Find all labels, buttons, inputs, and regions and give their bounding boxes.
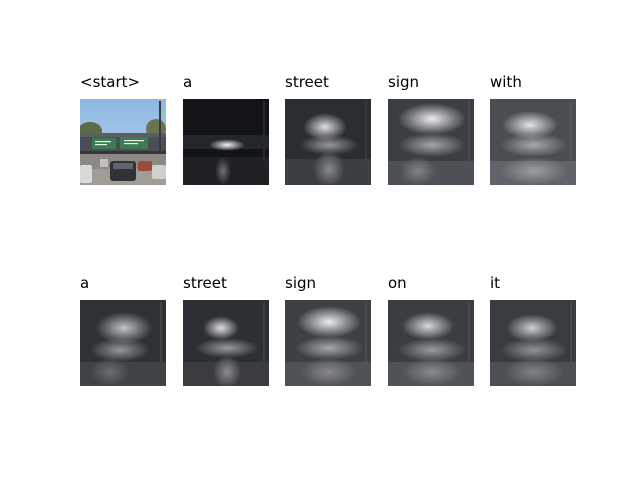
- attention-map: [285, 99, 371, 185]
- token-label: a: [80, 274, 90, 292]
- token-label: street: [285, 73, 329, 91]
- token-label: it: [490, 274, 501, 292]
- attention-map: [490, 300, 576, 386]
- attention-map: [388, 300, 474, 386]
- input-photo: [80, 99, 166, 185]
- token-label: a: [183, 73, 193, 91]
- token-label: sign: [285, 274, 317, 292]
- token-label: on: [388, 274, 407, 292]
- attention-map: [490, 99, 576, 185]
- attention-map: [183, 99, 269, 185]
- attention-map: [285, 300, 371, 386]
- token-label: with: [490, 73, 522, 91]
- attention-map: [183, 300, 269, 386]
- token-label: street: [183, 274, 227, 292]
- token-label: <start>: [80, 73, 141, 91]
- token-label: sign: [388, 73, 420, 91]
- attention-map: [388, 99, 474, 185]
- attention-map: [80, 300, 166, 386]
